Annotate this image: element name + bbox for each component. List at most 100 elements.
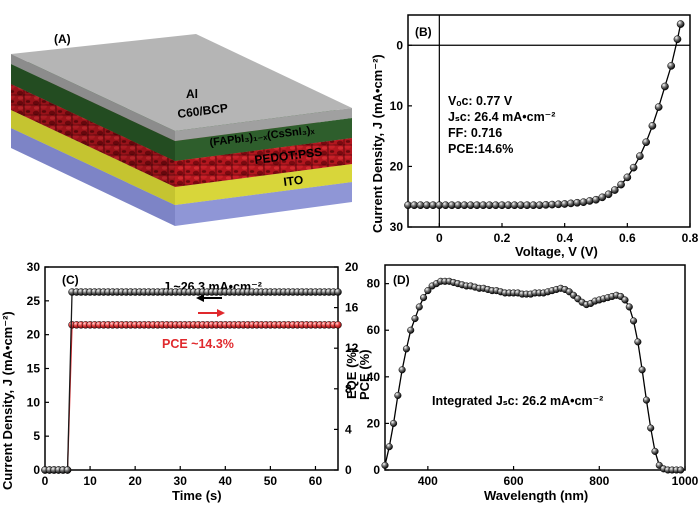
panel-c-annotation-pce: PCE ~14.3% [162,337,234,351]
panel-b-ytick-label: 10 [390,99,404,113]
panel-b-xtick-label: 0.4 [556,231,573,245]
panel-c-ytick-label: 25 [27,294,41,308]
panel-c-j-series-point [63,466,72,474]
panel-d-series-point [630,317,638,325]
panel-b-series-point [604,190,613,199]
panel-d-ytick-label: 0 [373,463,380,477]
panel-b-annotation-voc: Vₒc: 0.77 V [448,94,513,108]
panel-c-frame [44,266,339,471]
panel-b-series-point [610,186,619,194]
panel-d-series-point [638,366,646,374]
panel-c-ylabel: Current Density, J (mA•cm⁻²) [0,311,15,490]
panel-d-series-point [651,447,659,455]
panel-d-label: (D) [393,273,410,287]
panel-d-xtick-label: 800 [589,474,609,488]
panel-d-series-point [647,424,655,432]
panel-b-jv-curve: (B) Voltage, V (V) Current Density, J (m… [370,14,699,259]
panel-b-annotation-jsc: Jₛc: 26.4 mA•cm⁻² [448,110,555,124]
panel-d-series-point [621,296,629,304]
panel-b-frame [407,14,691,228]
panel-d-series-point [381,461,389,469]
panel-d-series-point [424,287,432,295]
panel-c-ytick-label: 30 [27,260,41,274]
panel-c-y2tick-label: 16 [345,301,359,315]
panel-c-xlabel: Time (s) [172,488,222,503]
panel-c-y2tick-label: 8 [345,382,352,396]
panel-d-ylabel: EQE (%) [344,348,359,399]
panel-b-series-point [654,103,663,111]
panel-d-series-point [415,303,423,311]
panel-b-series-point [648,121,657,130]
panel-c-ytick-label: 15 [27,362,41,376]
panel-c-arrow-right [198,309,225,317]
panel-b-series-point [636,152,644,160]
panel-b-series-point [623,173,632,182]
panel-b-label: (B) [415,25,432,39]
panel-c-y2tick-label: 20 [345,260,359,274]
panel-b-series-point [661,82,669,91]
panel-b-ytick-label: 0 [396,38,403,52]
panel-d-xtick-label: 400 [418,474,438,488]
panel-b-series-point [629,163,638,172]
panel-c-ytick-label: 0 [33,463,40,477]
panel-b-series-point [585,197,594,205]
panel-c-label: (C) [62,273,79,287]
panel-d-series-line [384,280,681,471]
panel-b-xlabel: Voltage, V (V) [515,244,598,259]
panel-c-xtick-label: 40 [219,474,233,488]
panel-c-y2tick-label: 12 [345,341,359,355]
panel-d-series-point [402,345,410,353]
panel-a-label: (A) [54,32,71,46]
panel-c-xtick-label: 60 [309,474,323,488]
panel-c-y2label: PCE (%) [357,349,372,400]
panel-c-stability: (C) Time (s) Current Density, J (mA•cm⁻²… [0,260,372,503]
panel-c-ytick-label: 5 [33,429,40,443]
panel-d-annotation-integrated-jsc: Integrated Jₛc: 26.2 mA•cm⁻² [432,394,603,408]
panel-d-series-point [677,466,685,474]
panel-b-series-point [598,193,607,202]
panel-d-series-point [634,338,642,346]
panel-c-xtick-label: 10 [83,474,97,488]
panel-c-xtick-label: 30 [174,474,188,488]
panel-b-xtick-label: 0.2 [494,231,511,245]
panel-d-series-point [385,443,393,451]
panel-b-ytick-label: 20 [390,159,404,173]
layer-label-al: Al [186,87,198,101]
panel-d-xlabel: Wavelength (nm) [484,488,588,503]
panel-c-pce-series-point [334,321,342,329]
panel-c-xtick-label: 0 [42,474,49,488]
panel-b-xtick-label: 0.6 [619,231,636,245]
panel-c-xtick-label: 20 [128,474,142,488]
panel-b-xtick-label: 0 [436,231,443,245]
panel-b-series-point [673,35,682,44]
panel-c-y2tick-label: 4 [345,422,352,436]
panel-b-series-point [579,198,588,207]
panel-d-series-point [420,294,428,302]
panel-b-series-point [617,180,625,189]
panel-d-series-point [394,391,402,400]
panel-a-device-stack: (A) Al [11,32,352,226]
panel-c-ytick-label: 20 [27,328,41,342]
panel-c-y2tick-label: 0 [345,463,352,477]
panel-d-xtick-label: 1000 [672,474,699,488]
panel-b-ylabel: Current Density, J (mA•cm⁻²) [370,54,385,233]
panel-d-series-point [407,326,415,334]
panel-d-ytick-label: 60 [367,323,381,337]
panel-d-series-point [411,315,419,323]
panel-b-xtick-label: 0.8 [682,231,699,245]
panel-b-ytick-label: 30 [390,220,404,234]
layer-al [11,34,352,141]
panel-b-series-point [667,62,676,70]
panel-c-j-series-line [45,291,338,471]
panel-b-annotation-ff: FF: 0.716 [448,126,502,140]
panel-d-series-point [625,303,633,311]
panel-c-j-series-point [334,288,342,296]
panel-d-series-point [390,419,398,427]
layer-label-ito: ITO [283,173,304,189]
panel-b-annotation-pce: PCE:14.6% [448,142,513,156]
panel-d-ytick-label: 20 [367,416,381,430]
layer-label-c60-bcp: C60/BCP [177,101,229,121]
panel-d-ytick-label: 80 [367,277,381,291]
panel-d-series-point [398,366,406,374]
